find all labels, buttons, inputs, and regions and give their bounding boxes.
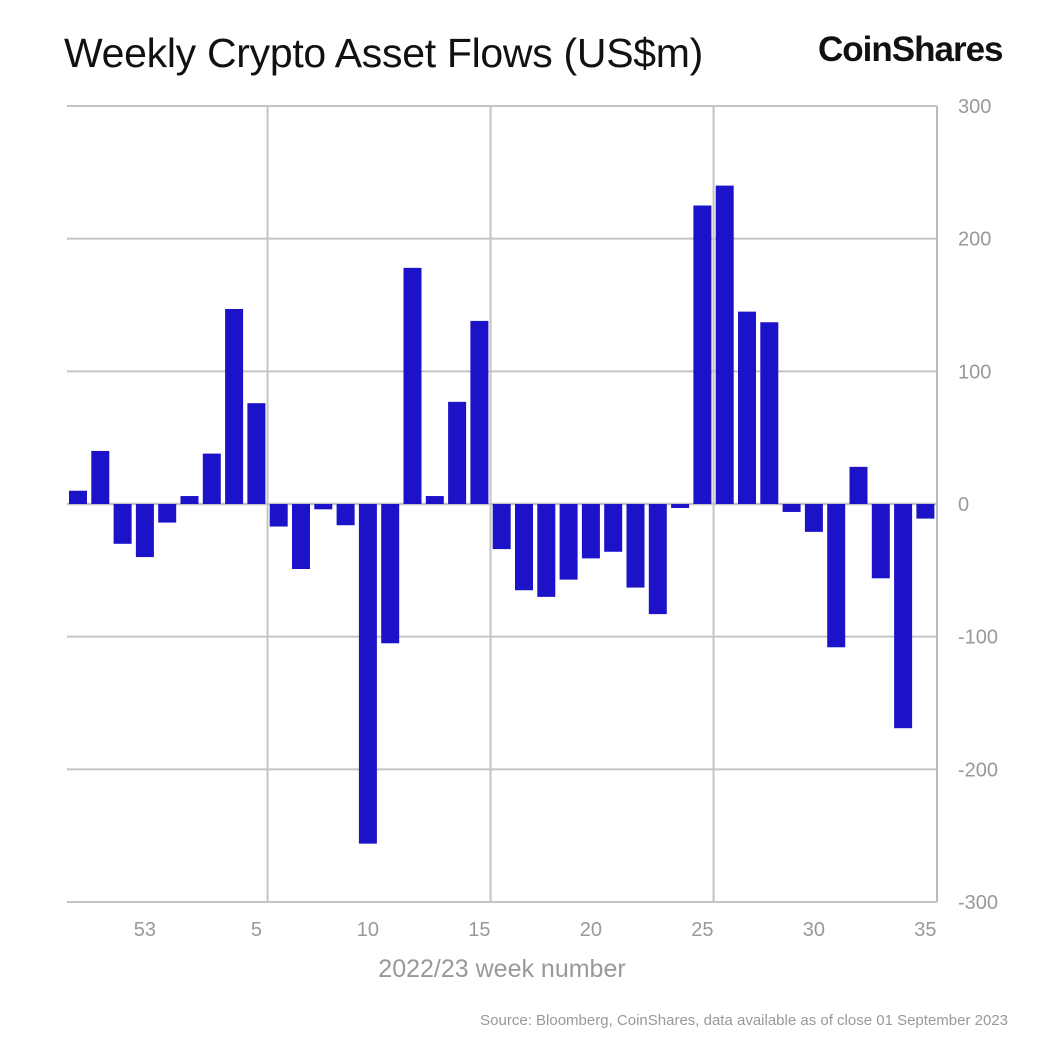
coinshares-logo: CoinShares — [818, 30, 1003, 69]
y-tick-label: 300 — [958, 96, 991, 118]
chart-title: Weekly Crypto Asset Flows (US$m) — [64, 30, 703, 76]
bar-week-53 — [135, 504, 154, 558]
x-tick-label: 15 — [468, 919, 490, 941]
x-tick-label: 20 — [580, 919, 602, 941]
y-tick-label: 200 — [958, 229, 991, 251]
bar-week-3 — [202, 453, 221, 504]
bar-week-21 — [604, 504, 623, 552]
y-tick-label: 100 — [958, 361, 991, 383]
bar-week-13 — [425, 496, 444, 504]
bar-week-4 — [225, 308, 244, 504]
bar-week-52 — [113, 504, 132, 544]
bar-week-8 — [314, 504, 333, 510]
x-tick-label: 35 — [914, 919, 936, 941]
bar-week-16 — [492, 504, 511, 550]
y-tick-label: -100 — [958, 627, 998, 649]
x-tick-label: 10 — [357, 919, 379, 941]
bar-week-50 — [69, 490, 87, 504]
bar-week-26 — [715, 185, 734, 504]
bar-week-35 — [916, 504, 935, 519]
x-tick-label: 25 — [691, 919, 713, 941]
y-tick-label: 0 — [958, 494, 969, 516]
bar-week-32 — [849, 466, 868, 504]
bar-week-11 — [381, 504, 400, 644]
bar-week-10 — [358, 504, 377, 844]
bar-week-28 — [760, 322, 779, 504]
bar-week-6 — [269, 504, 288, 527]
bar-week-2 — [180, 496, 199, 504]
bar-week-23 — [648, 504, 667, 615]
bar-week-1 — [158, 504, 177, 523]
x-axis-label: 2022/23 week number — [378, 955, 625, 983]
bar-week-24 — [671, 504, 690, 508]
bar-week-19 — [559, 504, 578, 580]
bar-week-25 — [693, 205, 712, 504]
bar-week-15 — [470, 320, 489, 504]
bar-week-22 — [626, 504, 645, 588]
bar-week-9 — [336, 504, 355, 526]
bar-week-51 — [91, 450, 110, 504]
x-tick-label: 30 — [803, 919, 825, 941]
x-tick-label: 53 — [134, 919, 156, 941]
bar-week-17 — [515, 504, 533, 591]
y-tick-label: -300 — [958, 892, 998, 914]
bar-week-20 — [581, 504, 600, 559]
y-tick-label: -200 — [958, 759, 998, 781]
bar-week-18 — [537, 504, 556, 597]
bar-week-5 — [247, 403, 266, 504]
bar-week-7 — [292, 504, 310, 570]
bar-week-29 — [782, 504, 801, 512]
bar-week-30 — [804, 504, 823, 532]
bar-week-12 — [403, 267, 422, 504]
source-note: Source: Bloomberg, CoinShares, data avai… — [480, 1012, 1008, 1029]
bar-week-31 — [827, 504, 846, 648]
bar-week-34 — [894, 504, 913, 729]
bar-week-14 — [448, 401, 467, 504]
bar-week-27 — [738, 311, 756, 504]
x-tick-label: 5 — [251, 919, 262, 941]
bar-week-33 — [871, 504, 890, 579]
